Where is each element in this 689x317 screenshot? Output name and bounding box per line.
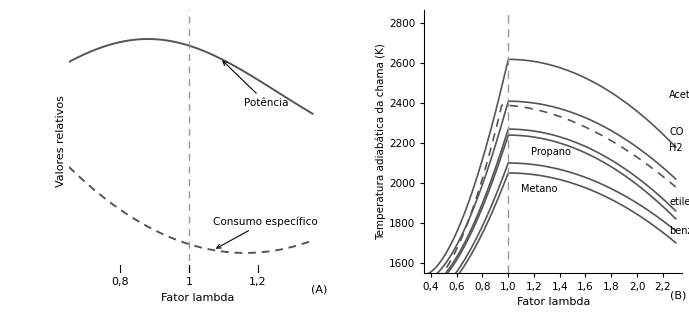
Text: Potência: Potência bbox=[223, 61, 289, 108]
Text: CO: CO bbox=[669, 127, 683, 137]
Text: Acetileno: Acetileno bbox=[669, 90, 689, 100]
Text: H2: H2 bbox=[669, 143, 683, 153]
Y-axis label: Temperatura adiabática da chama (K): Temperatura adiabática da chama (K) bbox=[376, 42, 387, 240]
Text: Consumo específico: Consumo específico bbox=[213, 216, 318, 248]
Text: benzeno: benzeno bbox=[669, 226, 689, 236]
Text: (B): (B) bbox=[670, 291, 686, 301]
Y-axis label: Valores relativos: Valores relativos bbox=[56, 95, 66, 187]
Text: etileno: etileno bbox=[669, 197, 689, 207]
Text: Metano: Metano bbox=[521, 184, 557, 194]
Text: (A): (A) bbox=[311, 284, 328, 294]
X-axis label: Fator lambda: Fator lambda bbox=[517, 297, 590, 307]
Text: Propano: Propano bbox=[531, 147, 571, 157]
X-axis label: Fator lambda: Fator lambda bbox=[161, 293, 234, 303]
